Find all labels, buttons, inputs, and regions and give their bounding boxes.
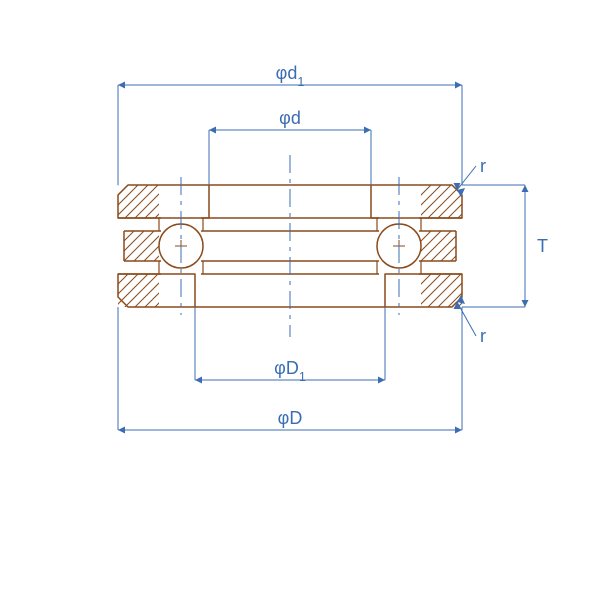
svg-text:T: T [537,236,548,256]
svg-text:r: r [480,156,486,176]
svg-text:φD: φD [278,408,303,428]
svg-text:φd: φd [279,108,301,128]
svg-text:r: r [480,326,486,346]
